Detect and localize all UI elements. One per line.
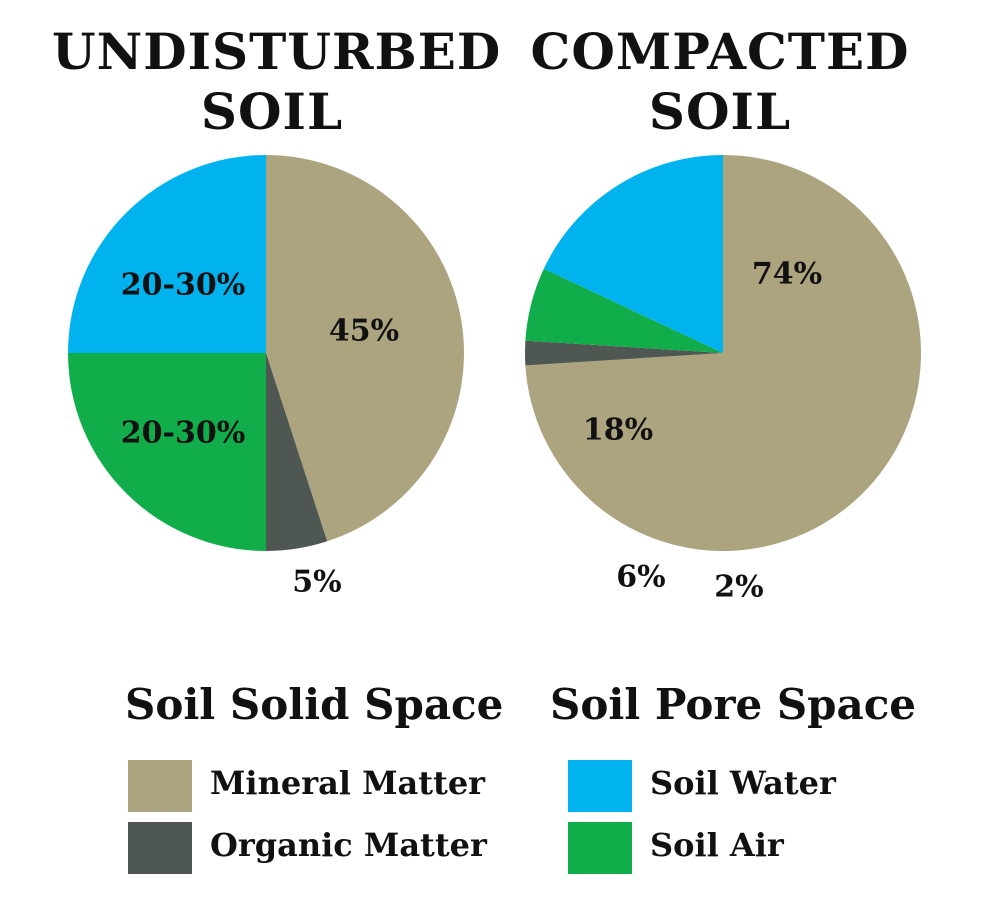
slice-label-organic-matter: 5%	[292, 565, 341, 600]
slice-label-soil-air: 20-30%	[121, 416, 245, 451]
slice-label-soil-air: 6%	[616, 560, 665, 595]
legend-solid-heading: Soil Solid Space	[125, 680, 504, 729]
pie-slice-organic-matter	[525, 340, 723, 366]
legend-label: Soil Water	[650, 764, 836, 802]
slice-label-mineral-matter: 74%	[752, 257, 822, 292]
pie-slice-soil-air	[525, 268, 723, 353]
title-line-2: SOIL	[200, 82, 344, 141]
pie-slice-mineral-matter	[525, 155, 921, 551]
pie-slice-mineral-matter	[266, 155, 464, 542]
undisturbed-soil-title: UNDISTURBED SOIL	[52, 22, 502, 142]
pie-slice-soil-air	[68, 353, 266, 551]
title-line-1: UNDISTURBED	[52, 22, 502, 81]
pie-charts: 45% 5% 20-30% 20-30% 74% 2% 6% 18%	[68, 155, 921, 605]
slice-label-soil-water: 20-30%	[121, 268, 245, 303]
legend-label: Mineral Matter	[210, 764, 486, 802]
legend-label: Soil Air	[650, 826, 784, 864]
organic-matter-swatch	[128, 822, 192, 874]
legend-label: Organic Matter	[210, 826, 487, 864]
legend-pore-heading: Soil Pore Space	[550, 680, 917, 729]
compacted-soil-pie: 74% 2% 6% 18%	[525, 155, 921, 605]
slice-label-mineral-matter: 45%	[329, 314, 399, 349]
soil-water-swatch	[568, 760, 632, 812]
soil-air-swatch	[568, 822, 632, 874]
title-line-2: SOIL	[648, 82, 792, 141]
slice-label-soil-water: 18%	[583, 413, 653, 448]
pie-slice-soil-water	[543, 155, 723, 353]
title-line-1: COMPACTED	[530, 22, 910, 81]
undisturbed-soil-pie: 45% 5% 20-30% 20-30%	[68, 155, 464, 600]
pie-slice-soil-water	[68, 155, 266, 353]
compacted-soil-title: COMPACTED SOIL	[500, 22, 940, 142]
mineral-matter-swatch	[128, 760, 192, 812]
pie-slice-organic-matter	[266, 353, 328, 551]
slice-label-organic-matter: 2%	[714, 570, 763, 605]
